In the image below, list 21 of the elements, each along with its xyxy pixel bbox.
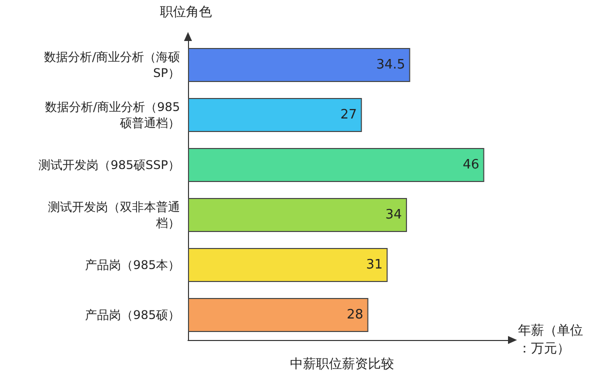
- y-tick-label: 数据分析/商业分析（985硕普通档）: [45, 100, 180, 130]
- data-label: 34.5: [376, 58, 406, 72]
- data-label: 27: [340, 108, 357, 122]
- bar: [188, 248, 388, 282]
- bar: [188, 148, 484, 182]
- data-label: 34: [385, 208, 402, 222]
- data-label: 46: [462, 158, 480, 172]
- y-axis-title: 职位角色: [160, 5, 212, 20]
- y-tick-label: 产品岗（985硕）: [85, 308, 180, 322]
- y-tick-label: 测试开发岗（双非本普通档）: [48, 200, 180, 230]
- text: 中薪职位薪资比较: [290, 357, 394, 372]
- bar: [188, 198, 407, 232]
- data-label: 31: [366, 258, 383, 272]
- x-axis-title: 年薪（单位：万元）: [518, 324, 583, 356]
- bar: [188, 298, 368, 332]
- y-tick-label: 数据分析/商业分析（海硕SP）: [44, 50, 180, 80]
- y-tick-label: 测试开发岗（985硕SSP）: [38, 158, 180, 172]
- bar: [188, 48, 410, 82]
- y-tick-label: 产品岗（985本）: [85, 258, 180, 272]
- data-label: 28: [346, 308, 364, 322]
- bar: [188, 98, 362, 132]
